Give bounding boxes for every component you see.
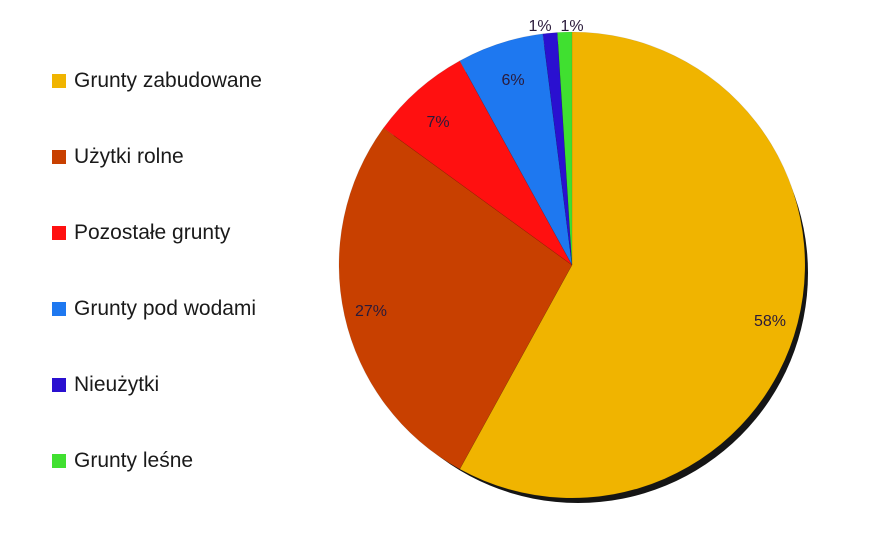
slice-data-label: 7% [426, 114, 449, 131]
legend-label: Grunty leśne [74, 449, 194, 472]
legend-label: Nieużytki [74, 373, 160, 396]
pie-slice-nieu-ytki [542, 32, 573, 266]
pie-slice-grunty-zabudowane [459, 31, 806, 499]
slice-data-label: 1% [528, 18, 551, 35]
legend-item: Nieużytki [52, 370, 159, 400]
slice-data-label: 6% [501, 72, 524, 89]
legend-swatch [52, 74, 66, 88]
legend-item: Użytki rolne [52, 142, 184, 172]
legend-label: Pozostałe grunty [74, 221, 231, 244]
legend-label: Grunty zabudowane [74, 69, 262, 92]
legend-swatch [52, 302, 66, 316]
legend-item: Grunty zabudowane [52, 66, 262, 96]
legend-swatch [52, 454, 66, 468]
legend-item: Pozostałe grunty [52, 218, 230, 248]
slice-data-label: 1% [560, 18, 583, 35]
slice-data-label: 58% [754, 313, 786, 330]
pie-slice-grunty-le-ne [557, 31, 573, 266]
slice-data-label: 27% [355, 303, 387, 320]
pie-slice-u-ytki-rolne [338, 127, 573, 470]
legend-swatch [52, 378, 66, 392]
legend-swatch [52, 226, 66, 240]
pie-slice-pozosta-e-grunty [383, 60, 573, 266]
pie-slice-grunty-pod-wodami [459, 33, 573, 266]
legend-label: Grunty pod wodami [74, 297, 257, 320]
legend-label: Użytki rolne [74, 145, 184, 168]
legend-item: Grunty leśne [52, 446, 193, 476]
legend-item: Grunty pod wodami [52, 294, 256, 324]
legend-swatch [52, 150, 66, 164]
